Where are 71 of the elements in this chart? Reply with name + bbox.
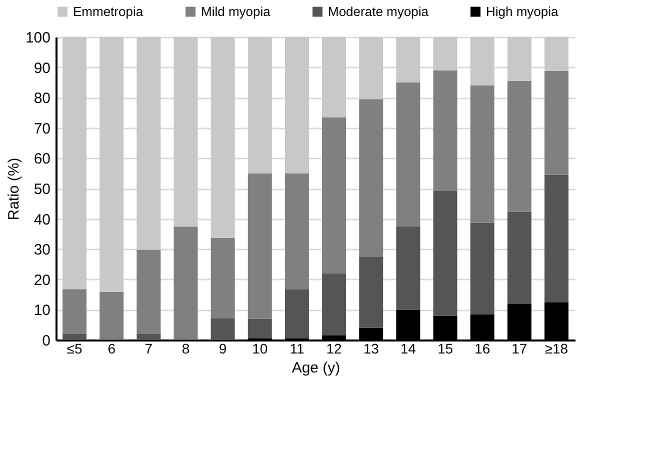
bar (62, 334, 87, 340)
bar (433, 190, 458, 316)
bar (248, 37, 272, 174)
x-tick-label: 17 (512, 340, 528, 356)
bar (470, 85, 494, 223)
x-tick-label: 13 (363, 340, 380, 356)
x-tick-label: 15 (437, 340, 454, 356)
bar (210, 318, 235, 340)
x-tick-label: 6 (108, 340, 116, 356)
x-tick-label: 10 (252, 340, 268, 356)
x-tick-label: 9 (218, 340, 227, 356)
bar (544, 37, 568, 71)
bar (174, 37, 198, 227)
bar (284, 173, 309, 290)
legend-label: High myopia (486, 4, 560, 19)
bar (433, 37, 458, 70)
bar (507, 80, 532, 212)
bar (396, 37, 420, 82)
x-tick-label: 16 (474, 340, 490, 356)
y-tick-label: 40 (34, 211, 50, 228)
bar (174, 226, 198, 340)
bar (396, 82, 420, 226)
legend-label: Moderate myopia (328, 4, 430, 19)
bar (359, 37, 384, 100)
x-tick-label: 11 (290, 340, 304, 356)
x-tick-label: 12 (326, 340, 342, 356)
bar (248, 173, 272, 319)
bar (284, 289, 309, 338)
bar (322, 273, 346, 336)
y-tick-label: 50 (34, 181, 50, 198)
bar (136, 37, 161, 250)
bar (544, 174, 568, 302)
bar (62, 37, 87, 290)
x-tick-label: ≥18 (544, 340, 568, 356)
y-tick-label: 80 (34, 90, 50, 108)
y-tick-label: 0 (42, 332, 50, 350)
y-tick-label: 70 (34, 120, 50, 138)
bar (284, 37, 309, 174)
bar (507, 212, 532, 304)
y-tick-label: 60 (34, 150, 50, 168)
bar (544, 70, 568, 175)
bar (433, 70, 458, 191)
legend-label: Mild myopia (201, 4, 272, 19)
bar (210, 238, 235, 318)
x-tick-label: 8 (182, 340, 190, 356)
y-tick-label: 30 (34, 242, 50, 259)
y-tick-label: 100 (25, 30, 50, 46)
x-tick-label: ≤5 (66, 340, 82, 356)
bar (470, 37, 494, 86)
y-tick-label: 10 (34, 302, 50, 320)
bar (100, 292, 124, 340)
x-axis-title: Age (y) (292, 360, 340, 376)
x-tick-label: 7 (144, 340, 153, 356)
bar (136, 334, 161, 340)
bar (62, 289, 87, 334)
bar (322, 37, 346, 118)
legend-label: Emmetropia (73, 4, 144, 19)
bar (359, 256, 384, 328)
bar (470, 222, 494, 314)
bar (136, 250, 161, 334)
bar (396, 226, 420, 310)
bar (322, 117, 346, 274)
bar (210, 37, 235, 238)
y-tick-label: 90 (34, 60, 50, 77)
x-tick-label: 14 (400, 340, 416, 356)
y-tick-label: 20 (34, 272, 50, 289)
y-axis-title: Ratio (%) (5, 158, 22, 220)
bar (359, 99, 384, 257)
bar (100, 37, 124, 292)
bar (507, 37, 532, 81)
bar (248, 318, 272, 338)
